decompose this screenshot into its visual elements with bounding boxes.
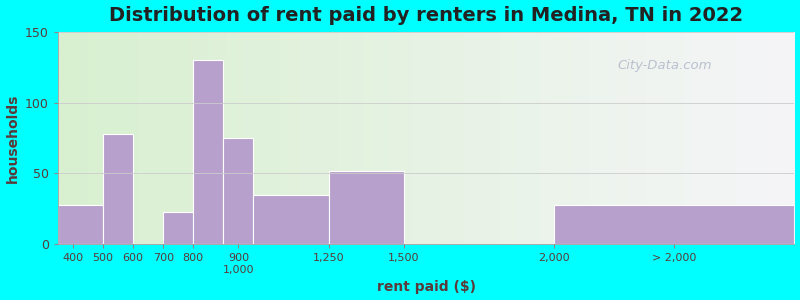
Bar xyxy=(58,205,103,244)
Text: City-Data.com: City-Data.com xyxy=(618,59,712,72)
Bar xyxy=(103,134,133,244)
X-axis label: rent paid ($): rent paid ($) xyxy=(377,280,476,294)
Bar xyxy=(194,60,223,244)
Bar xyxy=(223,138,254,244)
Bar xyxy=(329,171,404,244)
Bar xyxy=(254,195,329,244)
Bar xyxy=(163,212,194,244)
Bar xyxy=(554,205,794,244)
Title: Distribution of rent paid by renters in Medina, TN in 2022: Distribution of rent paid by renters in … xyxy=(109,6,743,25)
Y-axis label: households: households xyxy=(6,93,19,183)
